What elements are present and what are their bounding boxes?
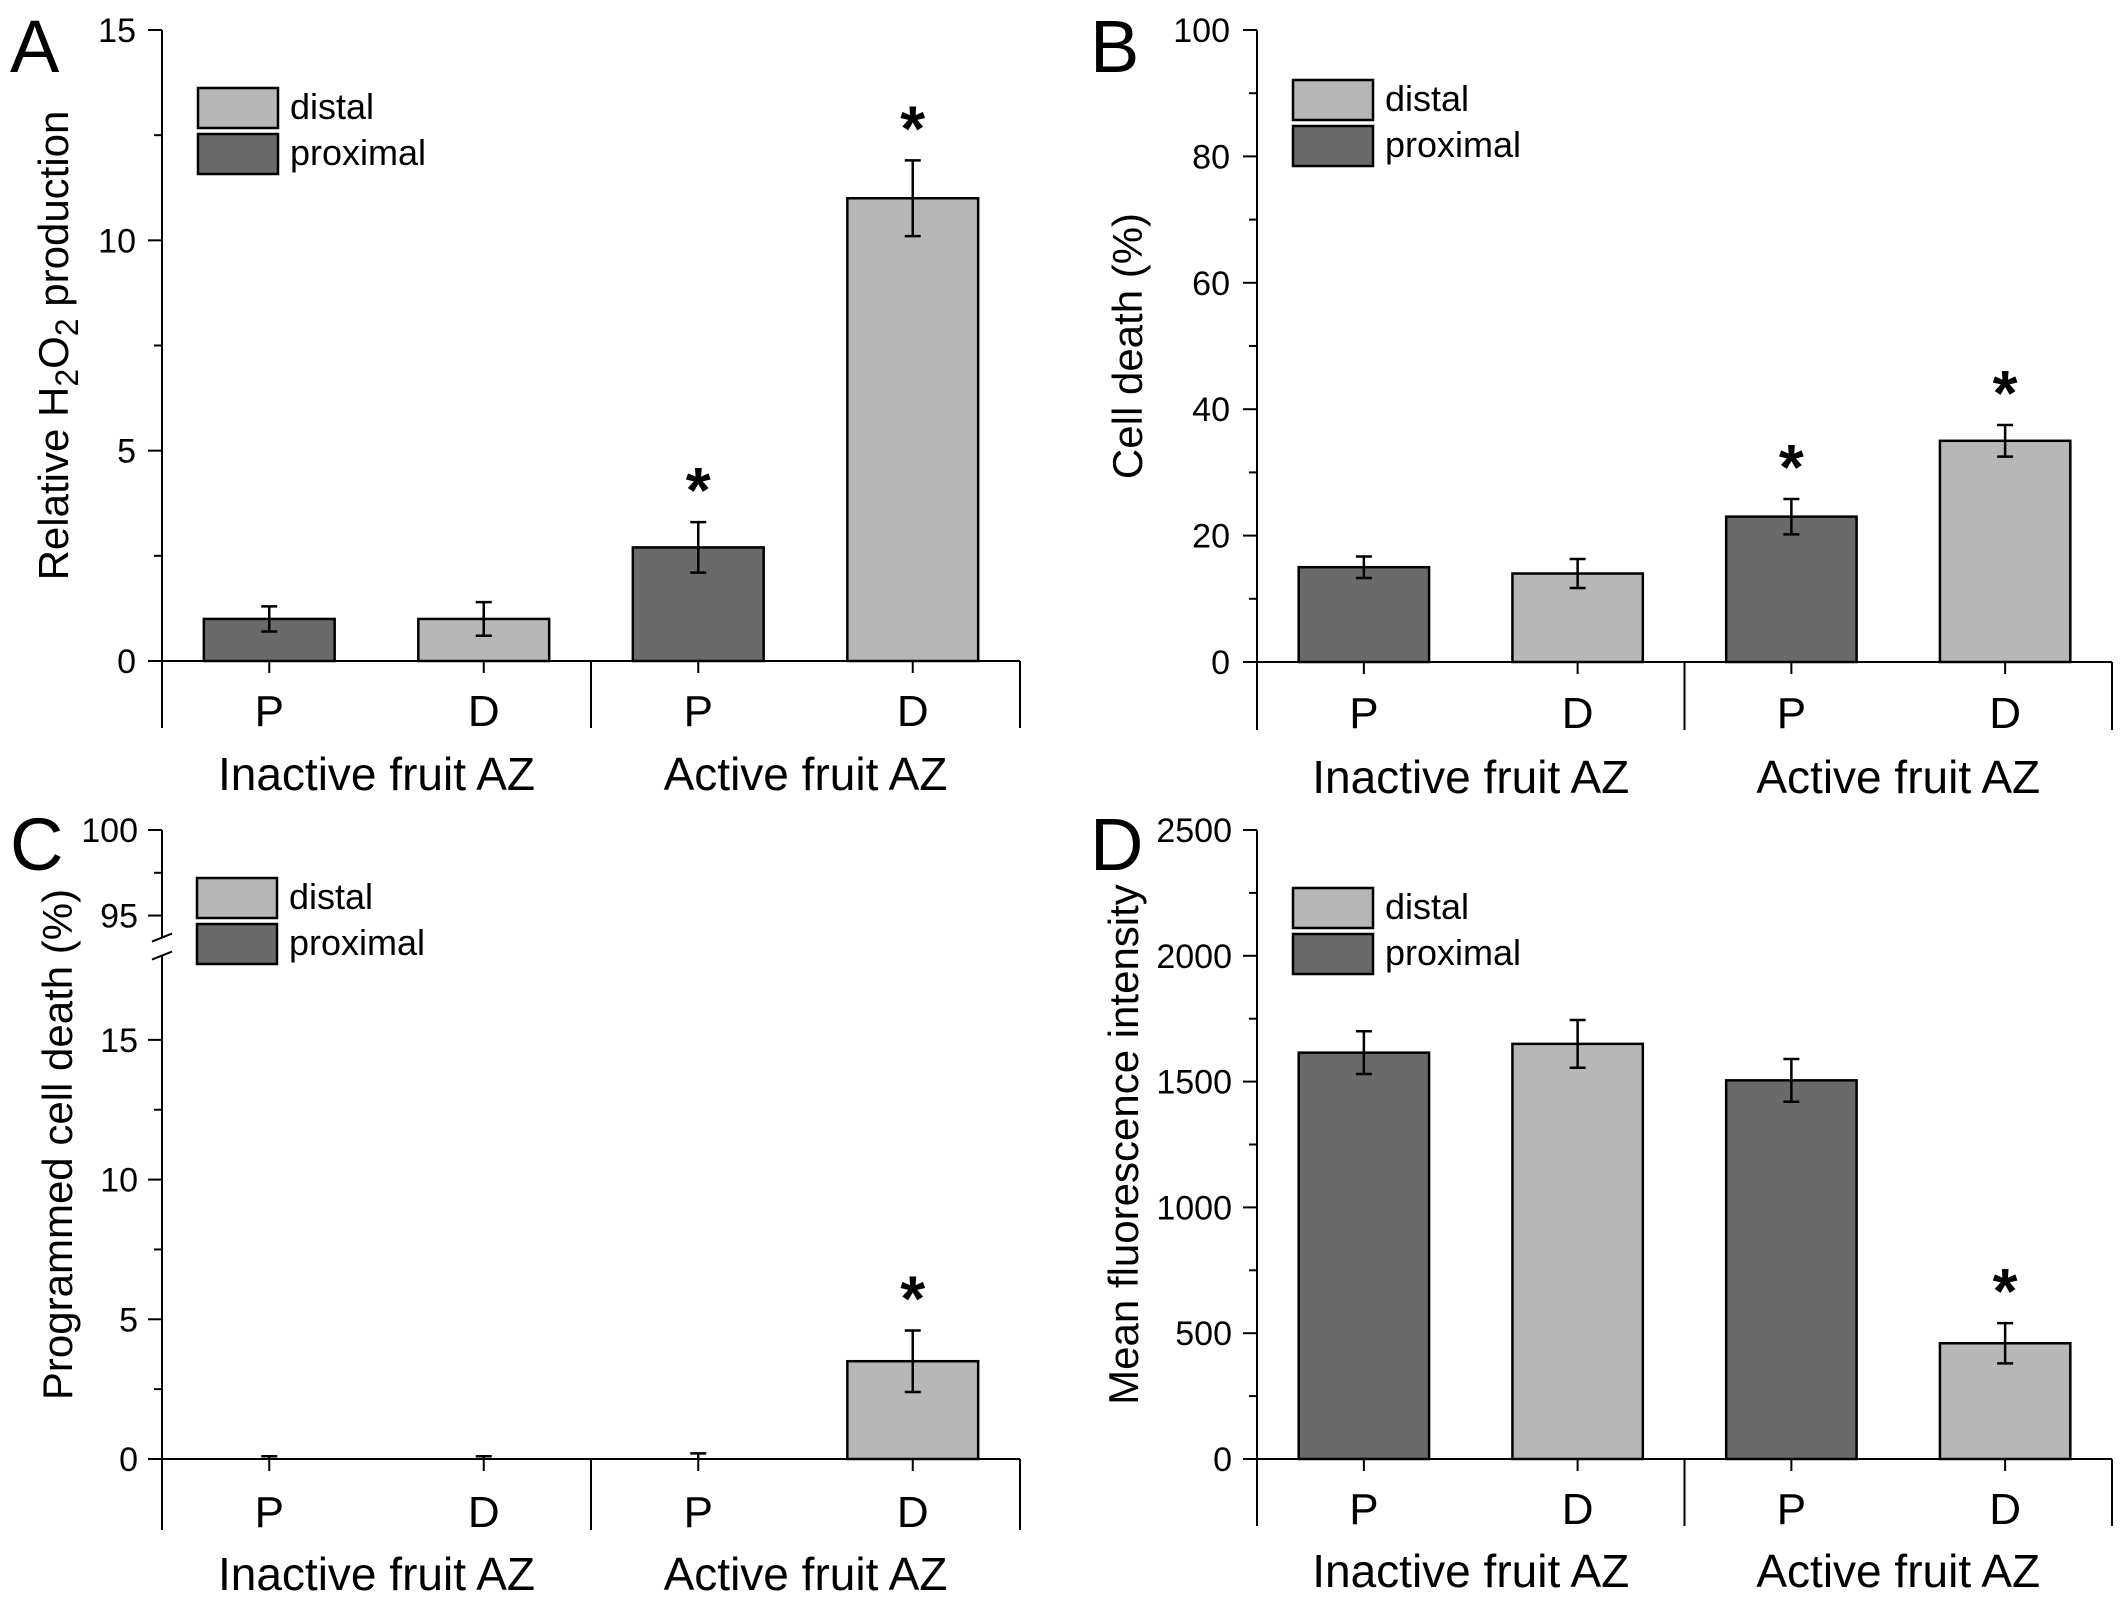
x-tick-label: D xyxy=(1989,1485,2021,1534)
x-tick-label: D xyxy=(468,687,500,736)
legend-swatch-proximal xyxy=(1291,124,1375,168)
panel-letter: C xyxy=(10,803,63,886)
y-tick-label: 15 xyxy=(98,12,136,50)
significance-star: * xyxy=(900,1262,925,1334)
legend-swatch-distal xyxy=(1291,78,1375,122)
panel-b: B 0 20 40 60 80 100 P D * P * D Inactive fruit AZ Acti… xyxy=(1090,5,2113,803)
y-tick-label: 95 xyxy=(100,898,138,936)
y-tick-label: 0 xyxy=(1213,1441,1232,1479)
legend-label-distal: distal xyxy=(1385,78,1469,119)
group-label: Inactive fruit AZ xyxy=(1312,751,1629,803)
y-tick-label: 40 xyxy=(1192,391,1230,429)
x-tick-label: P xyxy=(1349,1485,1378,1534)
y-axis-title: Cell death (%) xyxy=(1104,213,1151,479)
bar-proximal xyxy=(1724,1079,1858,1461)
legend-label-distal: distal xyxy=(289,876,373,917)
y-tick-label: 500 xyxy=(1175,1315,1232,1353)
y-tick-label: 0 xyxy=(117,643,136,681)
axis-break-mark xyxy=(151,932,173,943)
significance-star: * xyxy=(1993,357,2018,429)
bar-proximal xyxy=(1297,1051,1431,1461)
legend-swatch-distal xyxy=(196,86,280,130)
group-label: Active fruit AZ xyxy=(1756,751,2040,803)
group-label: Active fruit AZ xyxy=(664,1548,948,1597)
y-tick-label: 10 xyxy=(98,222,136,260)
x-tick-label: D xyxy=(468,1488,500,1537)
y-axis-title-part: production xyxy=(30,111,77,319)
y-axis-title-part: 2 xyxy=(49,318,85,336)
x-tick-label: D xyxy=(1562,1485,1594,1534)
y-axis-title: Programmed cell death (%) xyxy=(34,889,81,1400)
group-label: Active fruit AZ xyxy=(664,748,948,800)
y-tick-label: 0 xyxy=(1211,644,1230,682)
bar-distal xyxy=(846,197,980,663)
x-tick-label: P xyxy=(684,1488,713,1537)
legend-label-proximal: proximal xyxy=(1385,124,1521,165)
panel-letter: A xyxy=(10,5,60,88)
y-axis-title-part: O xyxy=(30,336,77,369)
x-tick-label: P xyxy=(255,687,284,736)
legend-swatch-distal xyxy=(195,876,279,920)
panel-letter: D xyxy=(1090,803,1143,886)
legend-swatch-proximal xyxy=(196,132,280,176)
x-tick-label: P xyxy=(1777,689,1806,738)
significance-star: * xyxy=(1993,1255,2018,1327)
panel-letter: B xyxy=(1090,5,1139,88)
y-axis-title-part: Relative H xyxy=(30,387,77,581)
y-tick-label: 5 xyxy=(117,433,136,471)
x-tick-label: P xyxy=(255,1488,284,1537)
legend-label-distal: distal xyxy=(1385,886,1469,927)
y-axis-title: Mean fluorescence intensity xyxy=(1100,884,1147,1405)
legend-label-proximal: proximal xyxy=(290,132,426,173)
group-label: Active fruit AZ xyxy=(1756,1545,2040,1597)
x-tick-label: D xyxy=(1562,689,1594,738)
panel-a: A 0 5 10 15 P D * P * D Inactive fruit AZ Active fru… xyxy=(10,5,1021,800)
bar-distal xyxy=(1938,439,2072,664)
x-tick-label: P xyxy=(684,687,713,736)
y-tick-label: 60 xyxy=(1192,265,1230,303)
y-axis-title-part: 2 xyxy=(49,369,85,387)
x-tick-label: D xyxy=(897,687,929,736)
legend-label-distal: distal xyxy=(290,86,374,127)
group-label: Inactive fruit AZ xyxy=(1312,1545,1629,1597)
axis-break-mark xyxy=(151,950,173,961)
y-axis-title: Relative H2O2 production xyxy=(30,111,85,581)
y-tick-label: 1500 xyxy=(1156,1064,1232,1102)
bar-proximal xyxy=(1297,565,1431,664)
significance-star: * xyxy=(900,92,925,164)
y-tick-label: 80 xyxy=(1192,138,1230,176)
x-tick-label: D xyxy=(1989,689,2021,738)
legend-label-proximal: proximal xyxy=(1385,932,1521,973)
y-tick-label: 10 xyxy=(100,1162,138,1200)
group-label: Inactive fruit AZ xyxy=(218,1548,535,1597)
legend-swatch-proximal xyxy=(1291,932,1375,976)
x-tick-label: P xyxy=(1349,689,1378,738)
x-tick-label: D xyxy=(897,1488,929,1537)
y-tick-label: 20 xyxy=(1192,518,1230,556)
significance-star: * xyxy=(686,454,711,526)
y-tick-label: 2500 xyxy=(1156,812,1232,850)
legend-swatch-proximal xyxy=(195,922,279,966)
significance-star: * xyxy=(1779,431,1804,503)
legend-swatch-distal xyxy=(1291,886,1375,930)
legend-label-proximal: proximal xyxy=(289,922,425,963)
y-tick-label: 100 xyxy=(81,812,138,850)
bar-proximal xyxy=(1724,515,1858,664)
y-tick-label: 2000 xyxy=(1156,938,1232,976)
panel-d: D 0 500 1000 1500 2000 2500 P D P * D Inactive fruit… xyxy=(1090,803,2113,1597)
y-tick-label: 1000 xyxy=(1156,1189,1232,1227)
bar-distal xyxy=(1511,1042,1645,1461)
y-tick-label: 15 xyxy=(100,1022,138,1060)
y-tick-label: 100 xyxy=(1173,12,1230,50)
panel-c: C 0 5 10 15 95 100 P D P * D Inactive fruit AZ Active… xyxy=(10,803,1021,1597)
group-label: Inactive fruit AZ xyxy=(218,748,535,800)
y-tick-label: 0 xyxy=(119,1441,138,1479)
x-tick-label: P xyxy=(1777,1485,1806,1534)
y-tick-label: 5 xyxy=(119,1301,138,1339)
